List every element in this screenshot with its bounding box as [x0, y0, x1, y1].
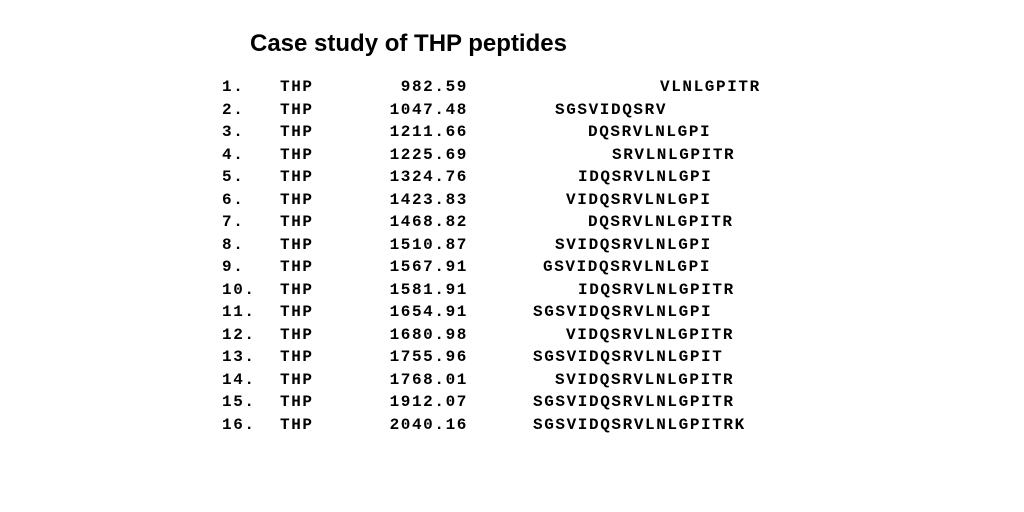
sequence: IDQSRVLNLGPITR [578, 280, 735, 299]
row-index: 8. [222, 235, 245, 254]
mass: 1654.91 [389, 303, 468, 321]
protein: THP [280, 100, 314, 119]
sequence: GSVIDQSRVLNLGPI [543, 258, 712, 276]
protein: THP [280, 145, 314, 164]
protein: THP [280, 213, 314, 231]
mass: 1047.48 [389, 100, 468, 119]
row-index: 16. [222, 415, 256, 434]
mass: 982.59 [400, 78, 468, 96]
protein: THP [280, 393, 314, 411]
row-index: 5. [222, 168, 245, 186]
protein: THP [280, 190, 314, 209]
protein: THP [280, 235, 314, 254]
sequence: SVIDQSRVLNLGPITR [555, 370, 735, 389]
sequence: DQSRVLNLGPI [588, 123, 712, 141]
protein: THP [280, 280, 314, 299]
mass: 1324.76 [389, 168, 468, 186]
mass: 1680.98 [389, 325, 468, 344]
row-index: 6. [222, 190, 245, 209]
sequence: SGSVIDQSRVLNLGPITRK [533, 415, 746, 434]
sequence: VIDQSRVLNLGPI [566, 190, 712, 209]
sequence: SVIDQSRVLNLGPI [555, 235, 712, 254]
protein: THP [280, 303, 314, 321]
sequence: SGSVIDQSRVLNLGPIT [533, 348, 724, 366]
mass: 1468.82 [389, 213, 468, 231]
row-index: 1. [222, 78, 245, 96]
sequence: IDQSRVLNLGPI [578, 168, 713, 186]
protein: THP [280, 370, 314, 389]
protein: THP [280, 325, 314, 344]
mass: 1510.87 [389, 235, 468, 254]
row-index: 13. [222, 348, 256, 366]
mass: 1581.91 [389, 280, 468, 299]
mass: 1225.69 [389, 145, 468, 164]
mass: 1423.83 [389, 190, 468, 209]
sequence: SRVLNLGPITR [612, 145, 736, 164]
row-index: 12. [222, 325, 256, 344]
sequence: SGSVIDQSRVLNLGPI [533, 303, 713, 321]
row-index: 3. [222, 123, 245, 141]
row-index: 7. [222, 213, 245, 231]
title: Case study of THP peptides [250, 30, 567, 57]
row-index: 11. [222, 303, 256, 321]
protein: THP [280, 415, 314, 434]
mass: 1768.01 [389, 370, 468, 389]
protein: THP [280, 168, 314, 186]
row-index: 10. [222, 280, 256, 299]
row-index: 15. [222, 393, 256, 411]
protein: THP [280, 78, 314, 96]
row-index: 14. [222, 370, 256, 389]
mass: 1211.66 [389, 123, 468, 141]
sequence: SGSVIDQSRVLNLGPITR [533, 393, 735, 411]
sequence: VIDQSRVLNLGPITR [566, 325, 735, 344]
protein: THP [280, 258, 314, 276]
row-index: 9. [222, 258, 245, 276]
protein: THP [280, 348, 314, 366]
mass: 2040.16 [389, 415, 468, 434]
sequence: DQSRVLNLGPITR [588, 213, 734, 231]
sequence: VLNLGPITR [660, 78, 761, 96]
mass: 1912.07 [389, 393, 468, 411]
protein: THP [280, 123, 314, 141]
row-index: 2. [222, 100, 245, 119]
sequence: SGSVIDQSRV [555, 100, 668, 119]
row-index: 4. [222, 145, 245, 164]
mass: 1567.91 [389, 258, 468, 276]
mass: 1755.96 [389, 348, 468, 366]
